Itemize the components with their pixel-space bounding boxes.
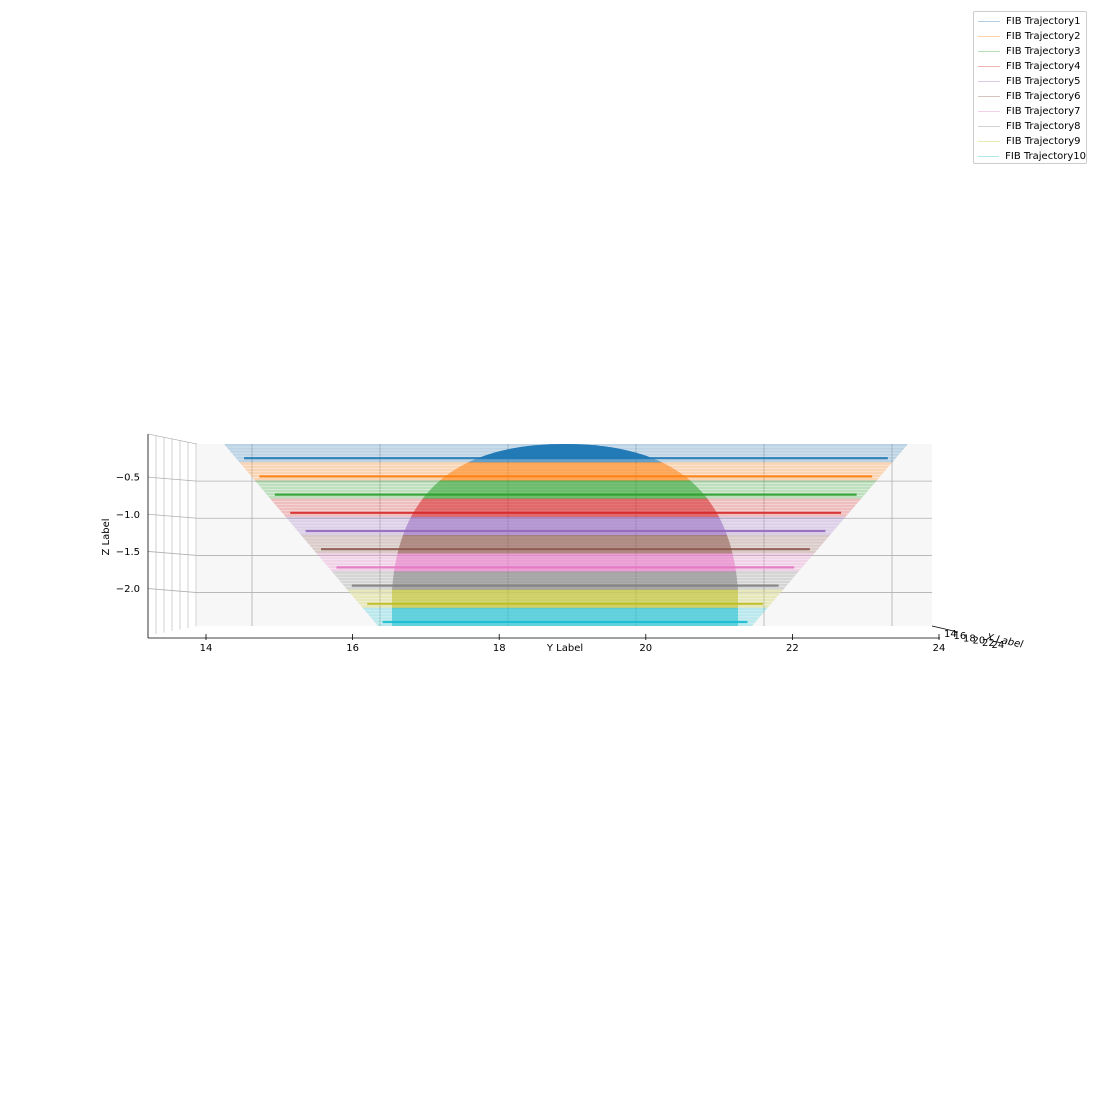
legend-swatch	[978, 126, 1000, 127]
legend-item: FIB Trajectory1	[978, 14, 1086, 29]
legend-swatch	[978, 36, 1000, 37]
z-tick-label: −1.5	[116, 547, 140, 558]
legend-item: FIB Trajectory7	[978, 104, 1086, 119]
legend-label: FIB Trajectory6	[1006, 91, 1081, 102]
legend-swatch	[978, 81, 1000, 82]
y-axis-label: Y Label	[546, 643, 583, 654]
legend-label: FIB Trajectory2	[1006, 31, 1081, 42]
legend-swatch	[978, 156, 1000, 157]
sphere-band	[392, 571, 738, 591]
legend-item: FIB Trajectory8	[978, 119, 1086, 134]
z-tick-label: −2.0	[116, 584, 140, 595]
y-tick-label: 20	[639, 643, 652, 654]
y-tick-label: 18	[493, 643, 506, 654]
grid-line-z-side	[147, 551, 198, 556]
sphere-band	[392, 553, 738, 572]
legend-swatch	[978, 141, 1000, 142]
legend-label: FIB Trajectory10	[1005, 151, 1086, 162]
legend: FIB Trajectory1 FIB Trajectory2 FIB Trajec…	[973, 11, 1087, 164]
legend-item: FIB Trajectory2	[978, 29, 1086, 44]
legend-swatch	[978, 51, 1000, 52]
x-axis-line	[931, 625, 959, 633]
y-tick-labels: 14 16 18 20 22 24	[200, 634, 946, 654]
y-tick-label: 24	[933, 643, 946, 654]
y-tick-label: 22	[786, 643, 799, 654]
x-tick-label: 22	[982, 638, 995, 649]
legend-label: FIB Trajectory7	[1006, 106, 1081, 117]
x-tick-label: 18	[963, 633, 976, 644]
legend-item: FIB Trajectory6	[978, 89, 1086, 104]
legend-swatch	[978, 96, 1000, 97]
grid-line-z-side	[147, 588, 198, 593]
z-axis-label: Z Label	[101, 518, 112, 555]
legend-item: FIB Trajectory5	[978, 74, 1086, 89]
x-tick-label: 14	[944, 629, 957, 640]
sphere-band	[392, 535, 738, 554]
x-tick-label: 24	[992, 640, 1005, 651]
sphere-band	[392, 498, 738, 518]
z-tick-label: −1.0	[116, 510, 140, 521]
grid-line-z-side	[147, 513, 198, 519]
legend-swatch	[978, 21, 1000, 22]
legend-item: FIB Trajectory3	[978, 44, 1086, 59]
sphere-band	[392, 589, 738, 609]
z-tick-label: −0.5	[116, 473, 140, 484]
legend-swatch	[978, 111, 1000, 112]
legend-item: FIB Trajectory10	[978, 149, 1086, 164]
axis-lines	[147, 433, 959, 639]
sphere-band	[392, 462, 738, 481]
legend-label: FIB Trajectory3	[1006, 46, 1081, 57]
legend-swatch	[978, 66, 1000, 67]
y-tick-label: 16	[346, 643, 359, 654]
x-tick-label: 20	[973, 636, 986, 647]
sphere-band	[392, 480, 738, 500]
legend-item: FIB Trajectory9	[978, 134, 1086, 149]
legend-label: FIB Trajectory1	[1006, 16, 1081, 27]
legend-label: FIB Trajectory4	[1006, 61, 1081, 72]
grid-line-z-side	[147, 476, 198, 482]
legend-label: FIB Trajectory8	[1006, 121, 1081, 132]
y-tick-label: 14	[200, 643, 213, 654]
legend-label: FIB Trajectory5	[1006, 76, 1081, 87]
z-tick-labels: −0.5 −1.0 −1.5 −2.0	[116, 473, 140, 595]
legend-label: FIB Trajectory9	[1006, 136, 1081, 147]
legend-item: FIB Trajectory4	[978, 59, 1086, 74]
pane-edge	[147, 433, 198, 445]
sphere-band	[392, 607, 738, 626]
sphere-band	[392, 516, 738, 536]
x-tick-label: 16	[954, 631, 967, 642]
